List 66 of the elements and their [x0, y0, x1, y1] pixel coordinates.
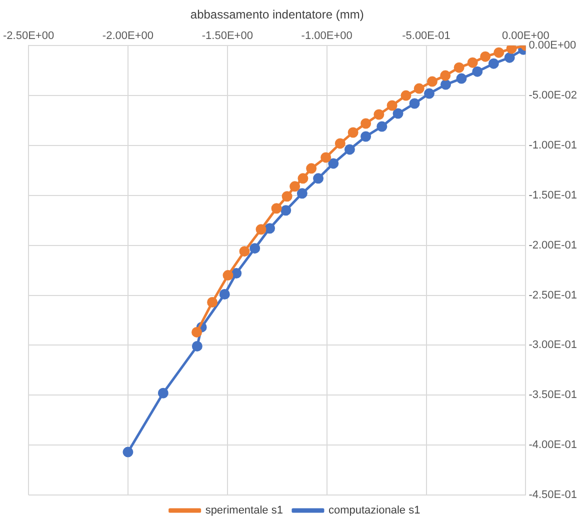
point: [192, 326, 202, 338]
x-tick-label: -1.50E+00: [202, 30, 253, 42]
point: [348, 127, 358, 138]
point: [256, 224, 266, 235]
point: [231, 268, 242, 279]
point: [424, 88, 434, 99]
point: [334, 138, 346, 149]
point: [360, 118, 372, 129]
x-tick-label: -2.00E+00: [102, 30, 154, 42]
y-tick-label: -1.50E-01: [528, 189, 578, 202]
point: [400, 90, 412, 101]
y-tick-label: -4.50E-01: [528, 489, 578, 502]
point: [280, 205, 292, 216]
point: [440, 70, 451, 81]
point: [306, 163, 317, 174]
point: [222, 270, 234, 281]
point: [426, 76, 438, 87]
point: [296, 188, 308, 199]
x-axis-title: abbassamento indentatore (mm): [190, 8, 364, 22]
point: [298, 173, 308, 184]
x-tick-label: -2.50E+00: [2, 30, 54, 42]
point: [313, 173, 324, 184]
point: [219, 289, 230, 300]
point: [472, 66, 483, 77]
point: [409, 98, 420, 109]
point: [386, 100, 398, 111]
x-tick-label: 0.00E+00: [502, 30, 550, 42]
point: [344, 144, 355, 155]
point: [454, 62, 464, 73]
point: [282, 191, 292, 202]
point: [360, 131, 372, 142]
point: [122, 446, 134, 458]
point: [192, 340, 202, 352]
y-tick-label: -4.00E-01: [528, 439, 578, 452]
point: [488, 58, 499, 69]
point: [504, 52, 515, 63]
point: [328, 158, 339, 169]
y-tick-label: -5.00E-02: [528, 90, 578, 102]
point: [480, 51, 491, 62]
legend-label: computazionale s1: [328, 504, 420, 517]
point: [158, 388, 168, 398]
y-tick-label: -3.50E-01: [528, 389, 578, 402]
point: [239, 246, 250, 257]
point: [376, 121, 388, 132]
point: [494, 47, 504, 58]
point: [207, 297, 218, 308]
point: [467, 57, 478, 68]
y-tick-label: -2.00E-01: [528, 239, 578, 252]
point: [440, 79, 451, 90]
point: [264, 223, 276, 234]
point: [271, 203, 282, 214]
x-tick-label: -5.00E-01: [402, 30, 450, 42]
point: [320, 152, 332, 163]
y-tick-label: -3.00E-01: [528, 339, 578, 352]
point: [374, 109, 384, 120]
point: [392, 108, 404, 119]
y-tick-label: -2.50E-01: [528, 289, 578, 302]
y-tick-label: -1.00E-01: [528, 140, 578, 152]
point: [506, 46, 517, 54]
point: [456, 73, 467, 84]
point: [250, 243, 260, 254]
point: [290, 181, 300, 192]
legend-label: sperimentale s1: [205, 504, 283, 517]
point: [414, 83, 424, 94]
x-tick-label: -1.00E+00: [301, 30, 352, 42]
y-tick-label: 0.00E+00: [528, 40, 576, 52]
